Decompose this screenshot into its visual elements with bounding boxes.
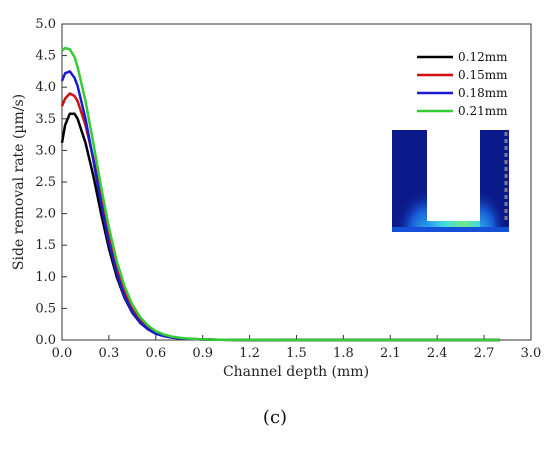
x-tick-label: 1.8: [333, 346, 354, 361]
y-tick-label: 2.0: [35, 207, 56, 222]
inset-bottom-band: [427, 221, 480, 227]
y-axis-label: Side removal rate (µm/s): [11, 94, 27, 270]
y-axis-ticks: 0.0 0.5 1.0 1.5 2.0 2.5 3.0 3.5 4.0 4.5 5.0: [35, 17, 67, 348]
x-tick-label: 0.9: [192, 346, 213, 361]
legend: 0.12mm 0.15mm 0.18mm 0.21mm: [417, 50, 508, 118]
x-tick-label: 2.1: [380, 346, 401, 361]
x-tick-label: 0.3: [99, 346, 120, 361]
inset-channel: [427, 130, 480, 221]
inset-glow-right: [480, 185, 509, 232]
simulation-inset: [392, 130, 509, 232]
legend-label: 0.12mm: [458, 50, 508, 64]
figure-caption: (c): [262, 407, 288, 428]
legend-label: 0.21mm: [458, 104, 508, 118]
x-tick-label: 1.5: [286, 346, 307, 361]
y-tick-label: 3.5: [35, 112, 56, 127]
y-tick-label: 4.0: [35, 80, 56, 95]
y-tick-label: 0.0: [35, 333, 56, 348]
y-tick-label: 0.5: [35, 301, 56, 316]
x-tick-label: 0.0: [52, 346, 73, 361]
inset-glow-left: [392, 185, 427, 232]
x-tick-label: 2.7: [474, 346, 495, 361]
x-axis-ticks: 0.0 0.3 0.6 0.9 1.2 1.5 1.8 2.1 2.4 2.7 3.0: [52, 335, 542, 361]
series-lines: [60, 46, 500, 342]
y-tick-label: 2.5: [35, 175, 56, 190]
y-tick-label: 5.0: [35, 17, 56, 32]
y-tick-label: 3.0: [35, 143, 56, 158]
chart: 0.0 0.3 0.6 0.9 1.2 1.5 1.8 2.1 2.4 2.7 3.0 0.0 0.5…: [11, 17, 542, 380]
y-tick-label: 1.0: [35, 270, 56, 285]
x-tick-label: 3.0: [521, 346, 542, 361]
legend-label: 0.15mm: [458, 68, 508, 82]
inset-lower-region: [392, 227, 509, 232]
legend-label: 0.18mm: [458, 86, 508, 100]
y-tick-label: 1.5: [35, 238, 56, 253]
x-axis-label: Channel depth (mm): [223, 364, 369, 380]
y-tick-label: 4.5: [35, 49, 56, 64]
x-tick-label: 1.2: [239, 346, 260, 361]
x-tick-label: 2.4: [427, 346, 448, 361]
x-tick-label: 0.6: [145, 346, 166, 361]
series-line-0-21mm: [61, 46, 500, 342]
